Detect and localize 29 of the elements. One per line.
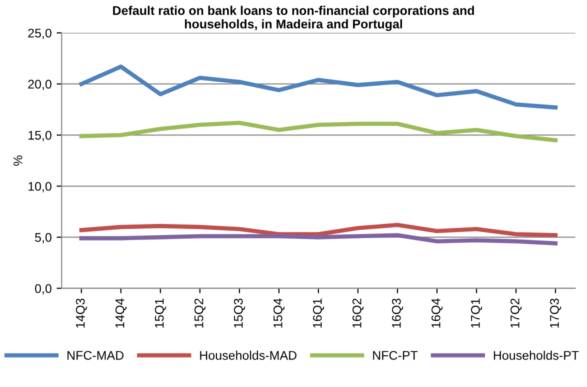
y-tick-label: 10,0 bbox=[28, 182, 52, 192]
x-tick-label: 17Q3 bbox=[550, 298, 562, 328]
line-series bbox=[79, 233, 558, 246]
x-tick-label: 16Q3 bbox=[392, 298, 404, 328]
x-tick-label: 15Q2 bbox=[194, 298, 206, 328]
x-tick-label: 16Q2 bbox=[352, 298, 364, 328]
line-series bbox=[79, 222, 558, 238]
x-tick-label: 17Q1 bbox=[470, 298, 482, 328]
y-tick-label: 5,0 bbox=[35, 233, 52, 244]
x-tick-label: 16Q1 bbox=[312, 298, 324, 328]
x-tick-label: 15Q1 bbox=[154, 298, 166, 328]
x-tick-label: 14Q3 bbox=[76, 298, 87, 328]
x-tick-label: 16Q4 bbox=[431, 298, 443, 328]
line-series bbox=[79, 64, 558, 110]
y-tick-label: 0,0 bbox=[35, 284, 52, 294]
y-tick-label: 25,0 bbox=[28, 28, 52, 40]
legend-label: Households-MAD bbox=[200, 350, 296, 360]
x-tick-label: 14Q4 bbox=[115, 298, 126, 328]
x-tick-label: 15Q4 bbox=[273, 298, 285, 328]
x-tick-label: 17Q2 bbox=[510, 298, 522, 328]
legend-label: NFC-PT bbox=[373, 350, 418, 360]
x-tick-label: 15Q3 bbox=[234, 298, 246, 328]
y-tick-label: 15,0 bbox=[28, 130, 52, 142]
chart-title: Default ratio on bank loans to non-financial corporations and households, in Madeira and Portugal bbox=[113, 6, 474, 31]
legend-label: Households-PT bbox=[494, 350, 579, 360]
legend-label: NFC-MAD bbox=[68, 350, 124, 360]
y-tick-label: 20,0 bbox=[28, 80, 52, 90]
y-axis-title: % bbox=[14, 155, 22, 166]
line-series bbox=[79, 120, 558, 142]
